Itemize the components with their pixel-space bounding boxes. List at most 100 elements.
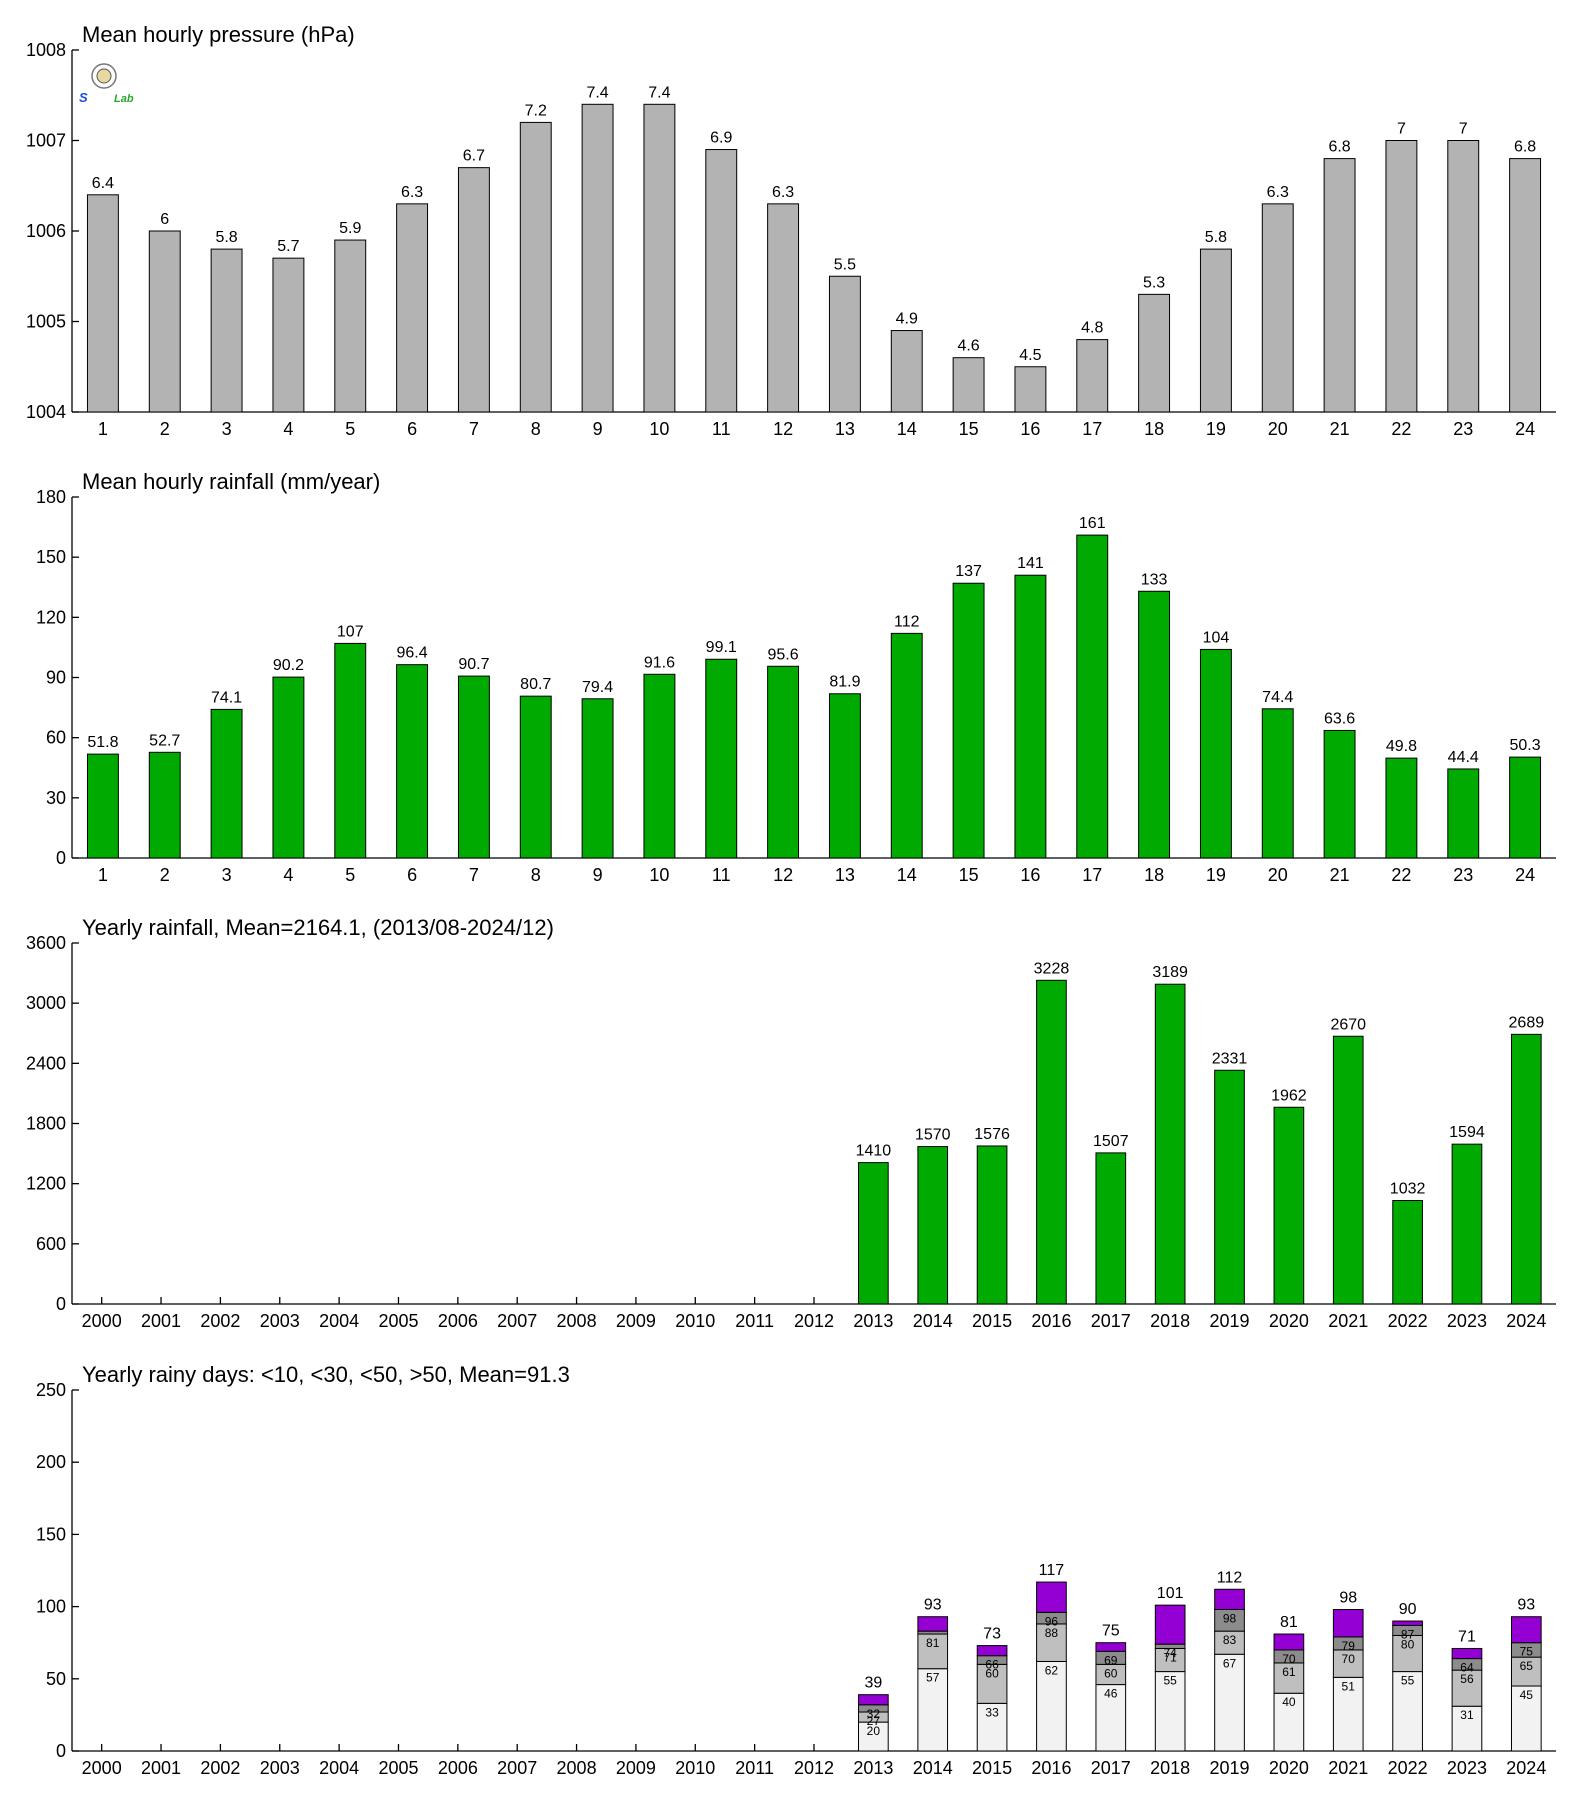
x-tick-label: 7 <box>469 865 479 885</box>
y-tick-label: 180 <box>36 487 66 507</box>
bar <box>1261 203 1294 413</box>
bar-value-label: 6.9 <box>710 130 732 147</box>
bar-value-label: 4.9 <box>896 311 918 328</box>
segment-value-label: 88 <box>1045 1626 1059 1640</box>
bar <box>828 275 861 413</box>
bar-value-label: 6.4 <box>92 175 114 192</box>
bar <box>952 357 985 413</box>
bar <box>976 1145 1008 1305</box>
x-tick-label: 2022 <box>1388 1758 1428 1778</box>
bar-segment <box>976 1702 1008 1752</box>
x-tick-label: 23 <box>1453 865 1473 885</box>
x-tick-label: 2015 <box>972 1758 1012 1778</box>
bar <box>1199 648 1232 859</box>
bar-segment <box>1332 1676 1364 1752</box>
yearly-rainy-days-chart: 0 50 100 150 200 250 2000 2001 2002 2003 2004 2005 2… <box>36 1362 1556 1778</box>
bar <box>272 257 305 413</box>
bar-segment <box>1510 1616 1542 1644</box>
bar <box>1273 1106 1305 1305</box>
x-tick-label: 2005 <box>378 1758 418 1778</box>
bar-value-label: 6.8 <box>1328 139 1350 156</box>
y-tick-label: 30 <box>46 788 66 808</box>
bar <box>86 753 119 859</box>
logo-text-right: Lab <box>114 93 134 105</box>
bar <box>1323 729 1356 859</box>
bar-segment <box>1392 1620 1423 1626</box>
bar-value-label: 5.9 <box>339 220 361 237</box>
bar-segment <box>1510 1685 1542 1752</box>
x-tick-label: 12 <box>773 865 793 885</box>
segment-value-label: 55 <box>1401 1674 1415 1688</box>
bar-value-label: 112 <box>894 613 920 630</box>
bar-segment <box>1273 1692 1305 1752</box>
bar <box>1385 140 1418 413</box>
x-tick-label: 2017 <box>1091 1758 1131 1778</box>
bar-segment <box>1392 1671 1423 1752</box>
y-tick-label: 50 <box>46 1669 66 1689</box>
bar <box>272 676 305 859</box>
x-tick-label: 18 <box>1144 419 1164 439</box>
bar-value-label: 2670 <box>1330 1016 1366 1033</box>
bar-value-label: 4.8 <box>1081 320 1103 337</box>
x-tick-label: 2020 <box>1269 1311 1309 1331</box>
segment-value-label: 66 <box>985 1658 999 1672</box>
x-tick-label: 2012 <box>794 1758 834 1778</box>
x-tick-label: 2000 <box>82 1311 122 1331</box>
segment-value-label: 40 <box>1282 1695 1296 1709</box>
x-tick-label: 2009 <box>616 1758 656 1778</box>
bar-value-label: 7.4 <box>586 84 608 101</box>
bar-segment <box>1036 1660 1067 1752</box>
bar <box>1214 1069 1245 1305</box>
x-tick-label: 2022 <box>1388 1311 1428 1331</box>
bar-value-label: 6.7 <box>463 148 485 165</box>
x-tick-label: 2005 <box>378 1311 418 1331</box>
bar <box>828 693 861 859</box>
logo-text-left: S <box>79 90 88 105</box>
x-tick-label: 2007 <box>497 1311 537 1331</box>
y-tick-label: 3000 <box>26 993 66 1013</box>
bar-value-label: 1594 <box>1449 1124 1485 1141</box>
x-tick-label: 2 <box>160 865 170 885</box>
bar-total-label: 98 <box>1339 1589 1357 1606</box>
bar-value-label: 2689 <box>1509 1014 1545 1031</box>
x-tick-label: 2014 <box>913 1311 953 1331</box>
bar <box>705 149 738 413</box>
x-tick-label: 19 <box>1206 419 1226 439</box>
segment-value-label: 45 <box>1520 1688 1534 1702</box>
x-tick-label: 16 <box>1020 419 1040 439</box>
x-tick-label: 2003 <box>260 1758 300 1778</box>
segment-value-label: 61 <box>1282 1665 1296 1679</box>
bar-segment <box>917 1668 949 1752</box>
bar-value-label: 74.4 <box>1262 689 1293 706</box>
x-tick-label: 10 <box>649 419 669 439</box>
x-tick-label: 2002 <box>200 1311 240 1331</box>
logo-seal-inner <box>96 68 112 84</box>
bar-segment <box>1154 1604 1186 1645</box>
x-tick-label: 9 <box>593 419 603 439</box>
bar <box>890 330 923 413</box>
bar <box>148 751 181 859</box>
bar <box>396 664 429 859</box>
bar <box>1392 1200 1423 1305</box>
bar <box>581 698 614 859</box>
x-tick-label: 2010 <box>675 1758 715 1778</box>
bar-segment <box>1510 1656 1542 1687</box>
segment-value-label: 27 <box>867 1714 881 1728</box>
x-tick-label: 10 <box>649 865 669 885</box>
segment-value-label: 62 <box>1045 1663 1059 1677</box>
bar-value-label: 51.8 <box>87 734 118 751</box>
x-tick-label: 2024 <box>1506 1758 1546 1778</box>
y-tick-label: 600 <box>36 1234 66 1254</box>
x-tick-label: 2011 <box>735 1758 774 1778</box>
y-tick-label: 100 <box>36 1597 66 1617</box>
bar-value-label: 133 <box>1141 571 1168 588</box>
bar-value-label: 161 <box>1079 515 1106 532</box>
x-tick-label: 2002 <box>200 1758 240 1778</box>
x-tick-label: 21 <box>1330 865 1350 885</box>
x-tick-label: 2009 <box>616 1311 656 1331</box>
bar <box>1323 158 1356 413</box>
bar <box>1138 590 1171 859</box>
bar-segment <box>1332 1649 1364 1678</box>
bar <box>581 103 614 413</box>
